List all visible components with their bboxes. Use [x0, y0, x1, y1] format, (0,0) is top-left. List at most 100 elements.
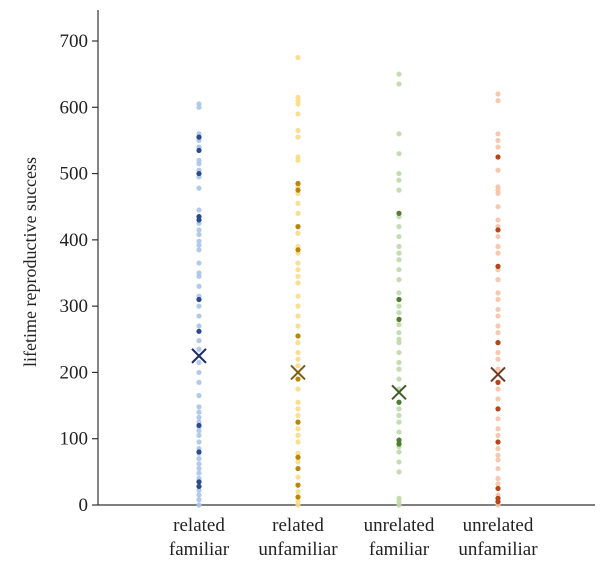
data-point [495, 475, 501, 482]
data-point [196, 432, 202, 438]
data-point-highlight [295, 482, 301, 488]
y-tick-label: 400 [60, 230, 89, 251]
data-point [495, 217, 501, 223]
data-point [196, 242, 202, 248]
data-point [295, 363, 301, 369]
data-point [196, 238, 202, 244]
data-point [295, 111, 301, 117]
data-point [396, 336, 402, 342]
data-point-highlight [495, 379, 501, 385]
data-point [196, 303, 202, 309]
data-point [196, 393, 202, 399]
data-point [396, 277, 402, 283]
data-point [495, 250, 501, 256]
data-point [495, 356, 501, 362]
data-point [396, 131, 402, 137]
data-point-highlight [396, 316, 402, 322]
data-point [495, 131, 501, 137]
data-point [295, 489, 301, 495]
data-point-highlight [196, 134, 202, 140]
data-point-highlight [295, 224, 301, 230]
data-point [495, 426, 501, 432]
data-point-highlight [495, 263, 501, 269]
data-point [295, 499, 301, 505]
data-point [295, 386, 301, 392]
data-point-highlight [295, 333, 301, 339]
data-point [295, 230, 301, 236]
data-point [295, 273, 301, 279]
data-point [396, 257, 402, 263]
y-tick-label: 200 [60, 362, 89, 383]
data-point [196, 465, 202, 472]
data-point [295, 267, 301, 273]
data-point [196, 227, 202, 233]
data-point-highlight [196, 296, 202, 303]
data-point [495, 306, 501, 313]
data-point-highlight [196, 483, 202, 490]
data-point [495, 137, 501, 144]
data-point [396, 224, 402, 230]
y-tick-label: 100 [60, 429, 89, 450]
data-point [495, 396, 501, 402]
data-point [495, 323, 501, 329]
category-label: unfamiliar [458, 539, 538, 560]
data-point-highlight [495, 154, 501, 160]
data-point-highlight [495, 485, 501, 492]
data-point [295, 426, 301, 432]
data-point [295, 450, 301, 456]
data-point [396, 170, 402, 177]
data-point-highlight [196, 214, 202, 220]
data-point [495, 386, 501, 392]
data-point [495, 290, 501, 296]
data-point [396, 177, 402, 183]
data-point-highlight [396, 441, 402, 447]
data-point [396, 429, 402, 435]
data-point-highlight [196, 170, 202, 177]
data-point [295, 474, 301, 480]
mean-markers [191, 348, 506, 401]
data-point-highlight [495, 495, 501, 501]
data-point [196, 260, 202, 266]
mean-marker-stroke [290, 364, 306, 381]
data-point [295, 200, 301, 206]
category-label: unfamiliar [258, 539, 338, 560]
data-point [495, 432, 501, 438]
data-point [196, 231, 202, 238]
data-point-highlight [396, 296, 402, 303]
data-point [495, 91, 501, 97]
data-point-highlight [196, 479, 202, 485]
data-point-highlight [196, 147, 202, 153]
data-point [396, 469, 402, 475]
y-tick-label: 700 [60, 31, 89, 52]
category-labels: related familiar related unfamiliar unrelate… [169, 515, 538, 560]
data-point [295, 439, 301, 445]
mean-marker-stroke [191, 348, 207, 364]
data-point [396, 366, 402, 372]
data-point [295, 280, 301, 286]
data-point [196, 497, 202, 503]
mean-marker [191, 348, 207, 364]
data-point [396, 151, 402, 157]
data-point [196, 379, 202, 385]
mean-marker [391, 384, 407, 401]
data-point [495, 277, 501, 283]
data-point-highlight [495, 439, 501, 445]
category-label: related [272, 515, 324, 536]
data-point [396, 81, 402, 87]
data-point [495, 366, 501, 372]
data-point [196, 369, 202, 376]
data-point [396, 495, 402, 501]
data-point [396, 303, 402, 309]
data-point [196, 359, 202, 366]
data-point [495, 167, 501, 173]
data-point [295, 54, 301, 61]
data-point [495, 446, 501, 452]
data-point [295, 94, 301, 100]
data-point [196, 492, 202, 498]
data-point-highlight [295, 187, 301, 193]
data-point [495, 416, 501, 422]
data-point [396, 310, 402, 316]
data-point-highlight [196, 449, 202, 455]
data-point [196, 470, 202, 476]
data-point [295, 340, 301, 346]
